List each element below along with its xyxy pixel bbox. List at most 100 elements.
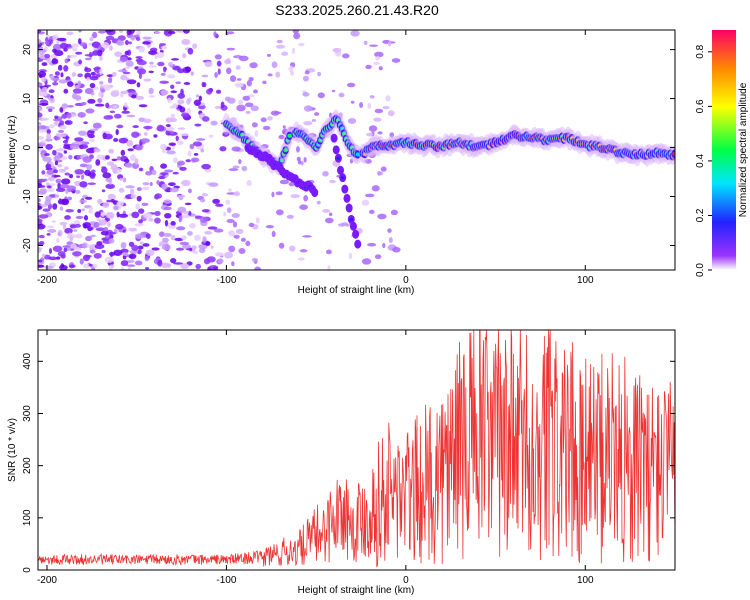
heatmap-noise-blob xyxy=(38,129,46,133)
heatmap-noise-blob xyxy=(79,200,88,203)
branch-blob xyxy=(349,221,357,231)
heatmap-noise-blob xyxy=(97,30,106,34)
heatmap-noise-blob xyxy=(44,153,50,157)
heatmap-noise-blob xyxy=(149,61,154,65)
heatmap-noise-blob xyxy=(313,112,320,116)
heatmap-noise-blob xyxy=(108,238,115,244)
heatmap-noise-blob xyxy=(59,221,68,226)
heatmap-noise-blob xyxy=(156,180,160,185)
heatmap-noise-blob xyxy=(54,115,59,119)
heatmap-noise-blob xyxy=(89,37,94,42)
heatmap-noise-blob xyxy=(350,100,355,104)
branch-blob xyxy=(343,193,351,203)
heatmap-noise-blob xyxy=(77,38,82,45)
heatmap-noise-blob xyxy=(181,179,191,187)
heatmap-noise-blob xyxy=(158,243,162,247)
heatmap-noise-blob xyxy=(123,71,131,75)
heatmap-noise-blob xyxy=(176,194,186,199)
heatmap-noise-blob xyxy=(346,82,356,88)
heatmap-noise-blob xyxy=(53,169,58,174)
heatmap-noise-blob xyxy=(42,86,48,92)
heatmap-noise-blob xyxy=(38,106,43,111)
heatmap-noise-blob xyxy=(53,156,58,162)
heatmap-noise-blob xyxy=(188,188,192,194)
heatmap-noise-blob xyxy=(166,74,176,79)
heatmap-noise-blob xyxy=(156,124,165,132)
y-tick-label: 10 xyxy=(22,93,33,105)
heatmap-noise-blob xyxy=(128,253,137,260)
heatmap-noise-blob xyxy=(368,125,378,132)
heatmap-noise-blob xyxy=(106,74,114,77)
heatmap-noise-blob xyxy=(181,53,187,59)
heatmap-noise-blob xyxy=(97,198,103,205)
heatmap-noise-blob xyxy=(373,117,382,122)
heatmap-noise-blob xyxy=(94,211,101,218)
heatmap-noise-blob xyxy=(142,243,150,247)
heatmap-noise-blob xyxy=(89,128,99,132)
heatmap-noise-blob xyxy=(342,53,350,59)
heatmap-noise-blob xyxy=(228,168,239,172)
branch-blob xyxy=(345,203,353,213)
heatmap-noise-blob xyxy=(165,117,173,123)
heatmap-noise-blob xyxy=(213,228,224,233)
heatmap-noise-blob xyxy=(47,176,55,182)
heatmap-noise-blob xyxy=(109,265,113,270)
heatmap-noise-blob xyxy=(142,182,150,186)
heatmap-noise-blob xyxy=(90,71,96,76)
heatmap-noise-blob xyxy=(248,222,255,228)
heatmap-noise-blob xyxy=(120,90,129,95)
heatmap-noise-blob xyxy=(68,54,78,58)
heatmap-noise-blob xyxy=(317,92,325,99)
heatmap-noise-blob xyxy=(38,112,43,118)
heatmap-noise-blob xyxy=(165,124,171,127)
heatmap-noise-blob xyxy=(75,95,82,101)
heatmap-noise-blob xyxy=(47,229,57,234)
heatmap-noise-blob xyxy=(275,191,283,196)
heatmap-noise-blob xyxy=(382,243,386,249)
heatmap-noise-blob xyxy=(160,46,168,50)
heatmap-noise-blob xyxy=(61,113,68,119)
snr-x-ticks: -200 -100 0 100 xyxy=(37,330,594,586)
heatmap-noise-blob xyxy=(154,210,161,216)
heatmap-noise-blob xyxy=(377,213,387,220)
heatmap-noise-blob xyxy=(122,251,129,256)
heatmap-noise-blob xyxy=(62,224,67,230)
heatmap-noise-blob xyxy=(46,133,52,140)
heatmap-noise-blob xyxy=(54,194,60,198)
heatmap-noise-blob xyxy=(72,251,82,257)
heatmap-noise-blob xyxy=(63,88,69,94)
heatmap-noise-blob xyxy=(160,89,169,96)
heatmap-noise-blob xyxy=(109,45,113,52)
heatmap-noise-blob xyxy=(46,185,52,189)
heatmap-noise-blob xyxy=(201,74,209,78)
heatmap-noise-blob xyxy=(170,117,178,122)
heatmap-noise-blob xyxy=(254,130,259,137)
heatmap-noise-blob xyxy=(303,105,313,112)
heatmap-noise-blob xyxy=(296,156,301,162)
heatmap-noise-blob xyxy=(167,97,172,104)
heatmap-noise-blob xyxy=(296,145,300,153)
heatmap-noise-blob xyxy=(38,205,43,211)
heatmap-noise-blob xyxy=(271,61,278,69)
heatmap-noise-blob xyxy=(41,71,46,78)
heatmap-noise-blob xyxy=(41,253,46,257)
heatmap-noise-blob xyxy=(179,133,189,136)
heatmap-noise-blob xyxy=(53,174,61,178)
heatmap-noise-blob xyxy=(103,227,109,232)
heatmap-noise-blob xyxy=(95,159,101,166)
heatmap-noise-blob xyxy=(52,149,57,156)
heatmap-noise-blob xyxy=(168,182,176,187)
heatmap-noise-blob xyxy=(136,82,141,88)
heatmap-noise-blob xyxy=(371,185,380,192)
heatmap-noise-blob xyxy=(101,166,108,174)
heatmap-noise-blob xyxy=(233,191,241,197)
colorbar-tick-label: 0.0 xyxy=(695,263,706,277)
heatmap-noise-blob xyxy=(118,137,129,144)
heatmap-noise-blob xyxy=(38,214,49,219)
heatmap-noise-blob xyxy=(213,31,217,37)
heatmap-noise-blob xyxy=(92,50,99,56)
heatmap-noise-blob xyxy=(38,223,46,230)
heatmap-noise-blob xyxy=(214,252,225,257)
heatmap-noise-blob xyxy=(378,66,383,71)
